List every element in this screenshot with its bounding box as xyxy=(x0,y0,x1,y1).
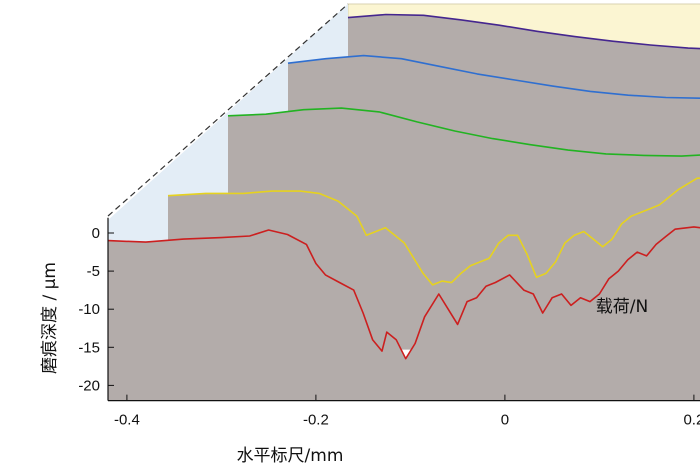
series-line-30N xyxy=(347,13,700,50)
x-tick-label: 0 xyxy=(501,412,509,429)
y-tick-label: -5 xyxy=(87,263,100,280)
series-line-20N xyxy=(227,107,700,157)
y-axis: 0 -5 -10 -15 -20 xyxy=(78,217,114,401)
y-tick-label: -15 xyxy=(78,339,100,356)
y-tick-label: 0 xyxy=(92,225,100,242)
x-axis-title: 水平标尺/mm xyxy=(237,446,344,466)
y-axis-title: 磨痕深度 / μm xyxy=(40,262,60,374)
z-axis-title: 载荷/N xyxy=(596,297,648,317)
series-line-10N xyxy=(107,226,700,360)
depth-edge xyxy=(107,3,349,217)
x-tick-label: 0.2 xyxy=(683,412,700,429)
series-line-15N xyxy=(167,177,700,286)
y-tick-label: -20 xyxy=(78,377,100,394)
x-tick-label: -0.4 xyxy=(114,412,140,429)
y-tick-label: -10 xyxy=(78,301,100,318)
chart-series-group xyxy=(107,13,700,401)
x-axis: -0.4-0.200.20.4 xyxy=(108,394,700,429)
x-tick-label: -0.2 xyxy=(303,412,329,429)
series-line-25N xyxy=(287,54,700,100)
series-10N xyxy=(107,226,700,401)
slab-10N xyxy=(108,226,700,401)
